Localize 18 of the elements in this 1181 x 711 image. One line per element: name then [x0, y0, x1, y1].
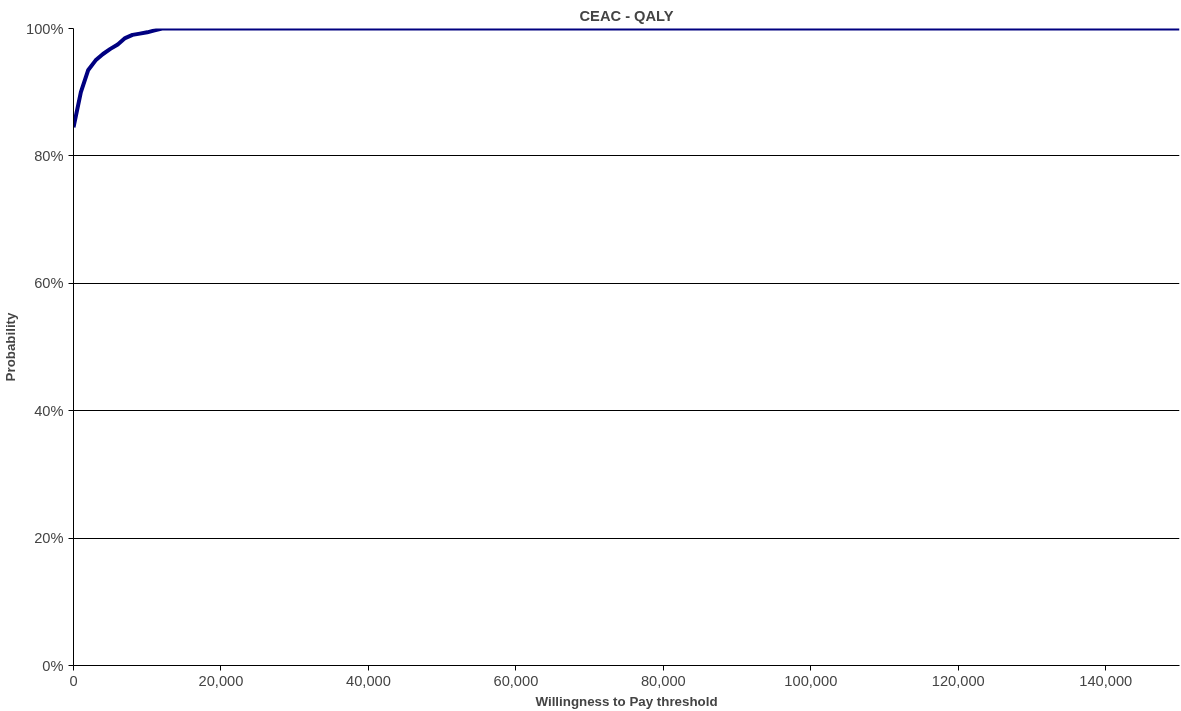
- x-tick-label: 80,000: [640, 672, 686, 689]
- line-series: [73, 28, 1180, 130]
- y-tick-label: 20%: [34, 530, 64, 547]
- y-tick-label: 100%: [26, 20, 64, 37]
- x-tick-label: 40,000: [346, 672, 391, 689]
- y-tick-label: 40%: [34, 402, 64, 419]
- x-tick-label: 20,000: [198, 672, 244, 689]
- y-tick-label: 60%: [34, 275, 64, 292]
- x-tick-label: 100,000: [784, 672, 838, 689]
- x-tick-label: 120,000: [931, 672, 985, 689]
- chart-title: CEAC - QALY: [579, 7, 674, 24]
- x-tick-label: 60,000: [493, 672, 539, 689]
- y-tick-label: 80%: [34, 147, 64, 164]
- x-axis-title: Willingness to Pay threshold: [535, 693, 718, 709]
- x-tick-label: 0: [69, 672, 78, 689]
- x-tick-label: 140,000: [1079, 672, 1133, 689]
- y-tick-label: 0%: [42, 657, 64, 674]
- y-axis-title: Probability: [3, 311, 19, 382]
